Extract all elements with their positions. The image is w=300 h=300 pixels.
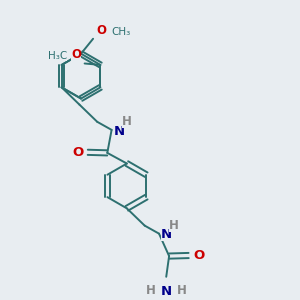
Text: H: H [177,284,187,297]
Text: N: N [161,228,172,241]
Text: O: O [71,49,81,62]
Text: N: N [161,285,172,298]
Text: H: H [146,284,155,297]
Text: O: O [97,24,107,37]
Text: O: O [193,249,205,262]
Text: O: O [72,146,83,158]
Text: CH₃: CH₃ [111,27,130,37]
Text: N: N [113,124,124,137]
Text: H: H [122,115,131,128]
Text: H₃C: H₃C [47,52,67,61]
Text: H: H [169,218,179,232]
